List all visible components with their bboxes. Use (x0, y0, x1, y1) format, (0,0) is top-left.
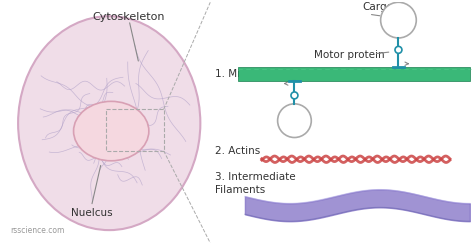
Text: Motor protein: Motor protein (314, 50, 385, 60)
Bar (106, 109, 164, 151)
Text: 3. Intermediate
Filaments: 3. Intermediate Filaments (215, 172, 296, 195)
Bar (238, 67, 470, 80)
Text: 1. Microtubules: 1. Microtubules (215, 69, 295, 79)
Ellipse shape (278, 104, 311, 138)
Ellipse shape (395, 46, 402, 53)
Text: Cytoskeleton: Cytoskeleton (93, 12, 165, 22)
Ellipse shape (107, 102, 121, 130)
Ellipse shape (73, 101, 149, 161)
Text: Nuelcus: Nuelcus (71, 208, 112, 218)
Text: rsscience.com: rsscience.com (10, 226, 64, 235)
Ellipse shape (18, 16, 201, 230)
Ellipse shape (291, 92, 298, 99)
Ellipse shape (381, 2, 416, 38)
Text: Cargo: Cargo (363, 2, 393, 12)
Text: 2. Actins: 2. Actins (215, 146, 260, 156)
